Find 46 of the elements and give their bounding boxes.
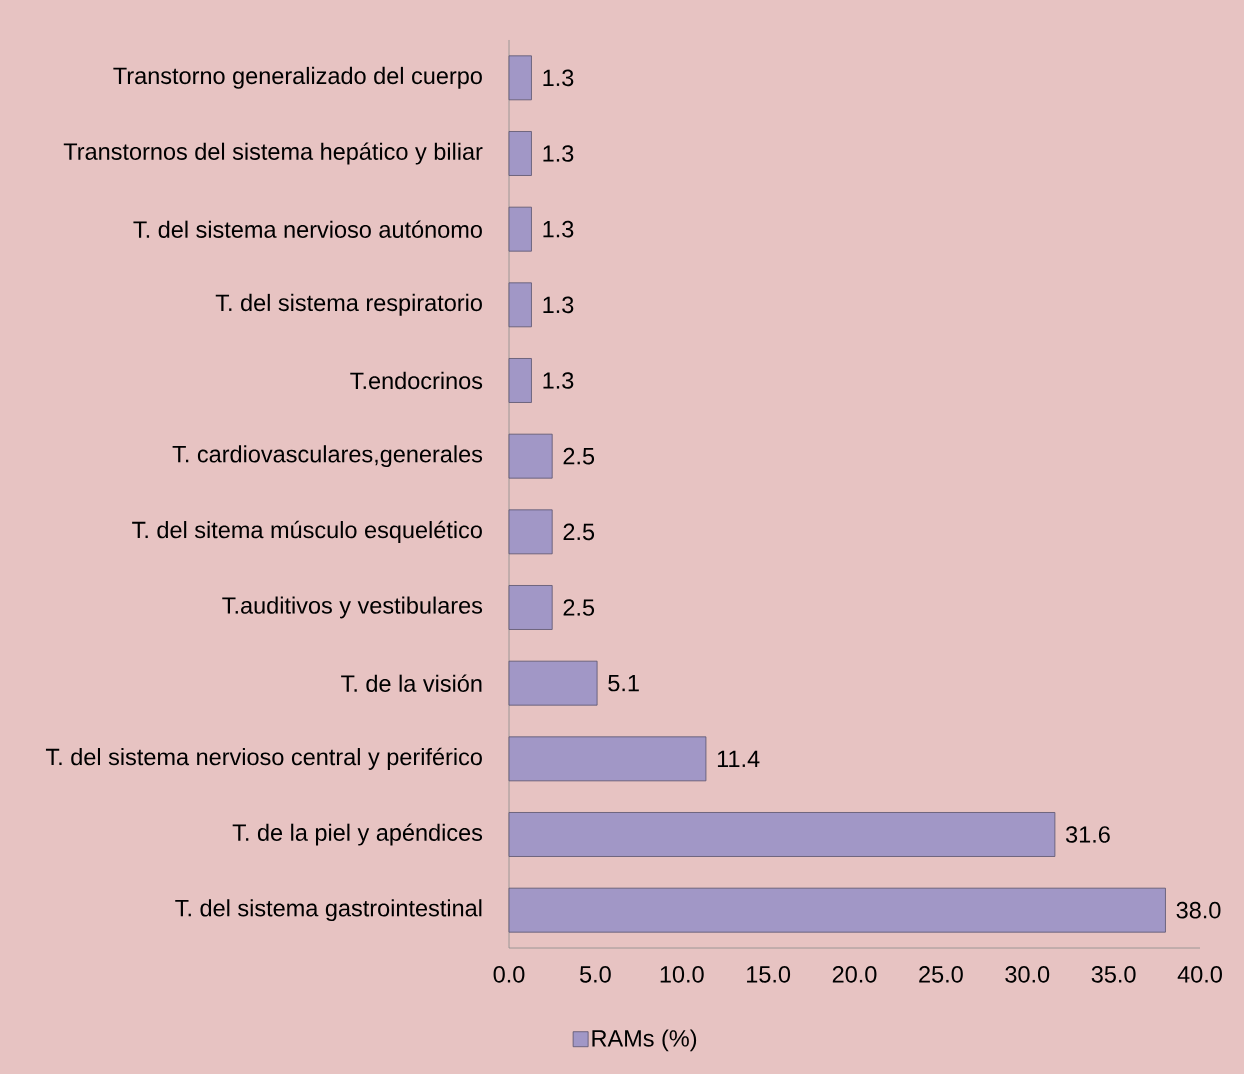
data-label: 31.6: [1065, 826, 1110, 843]
bar: [508, 509, 553, 555]
bar: [508, 660, 598, 706]
data-label: 11.4: [717, 750, 760, 767]
bar: [508, 887, 1166, 933]
x-tick-label: 20.0: [832, 966, 877, 983]
bar: [508, 282, 532, 328]
bar: [508, 131, 532, 176]
y-tick-label: T. del sistema gastrointestinal: [175, 899, 482, 922]
x-tick-label: 10.0: [660, 966, 704, 983]
data-label: 2.5: [563, 447, 595, 465]
bar: [508, 736, 707, 782]
y-tick-label: T.endocrinos: [350, 371, 483, 390]
x-tick-label: 15.0: [747, 966, 791, 983]
x-tick-label: 25.0: [919, 966, 963, 983]
bar: [508, 812, 1056, 857]
data-label: 1.3: [543, 296, 574, 314]
y-tick-label: T. de la visión: [341, 674, 482, 692]
y-tick-label: T. de la piel y apéndices: [232, 823, 483, 846]
data-label: 1.3: [543, 69, 574, 87]
x-tick-label: 0.0: [493, 966, 525, 983]
data-label: 2.5: [563, 523, 595, 541]
bar: [508, 433, 553, 479]
y-tick-label: T. del sistema nervioso autónomo: [133, 220, 482, 238]
data-label: 1.3: [543, 145, 574, 162]
y-tick-label: T. cardiovasculares,generales: [172, 445, 483, 468]
bar: [508, 206, 532, 252]
data-label: 1.3: [543, 220, 574, 238]
data-label: 5.1: [608, 674, 639, 692]
data-label: 1.3: [543, 372, 574, 389]
x-tick-label: 35.0: [1091, 966, 1136, 983]
y-tick-label: T. del sitema músculo esquelético: [132, 520, 482, 543]
x-tick-label: 40.0: [1177, 966, 1222, 983]
data-label: 38.0: [1176, 901, 1221, 919]
x-tick-label: 30.0: [1005, 966, 1050, 983]
y-tick-label: Transtornos del sistema hepático y biliar: [63, 142, 483, 165]
y-tick-label: T. del sistema respiratorio: [215, 293, 482, 316]
data-label: 2.5: [563, 599, 595, 616]
x-tick-label: 5.0: [579, 966, 611, 983]
y-tick-label: T. del sistema nervioso central y periférico: [45, 747, 482, 770]
y-tick-label: Transtorno generalizado del cuerpo: [113, 66, 482, 89]
y-tick-label: T.auditivos y vestibulares: [222, 596, 483, 619]
bar: [508, 585, 553, 630]
legend-label: RAMs (%): [592, 1029, 697, 1052]
bar: [508, 55, 532, 101]
bar: [508, 358, 532, 403]
